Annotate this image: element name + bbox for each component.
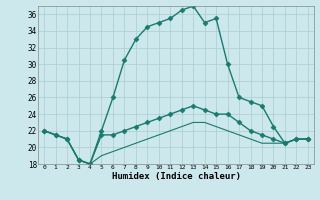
X-axis label: Humidex (Indice chaleur): Humidex (Indice chaleur) bbox=[111, 172, 241, 181]
